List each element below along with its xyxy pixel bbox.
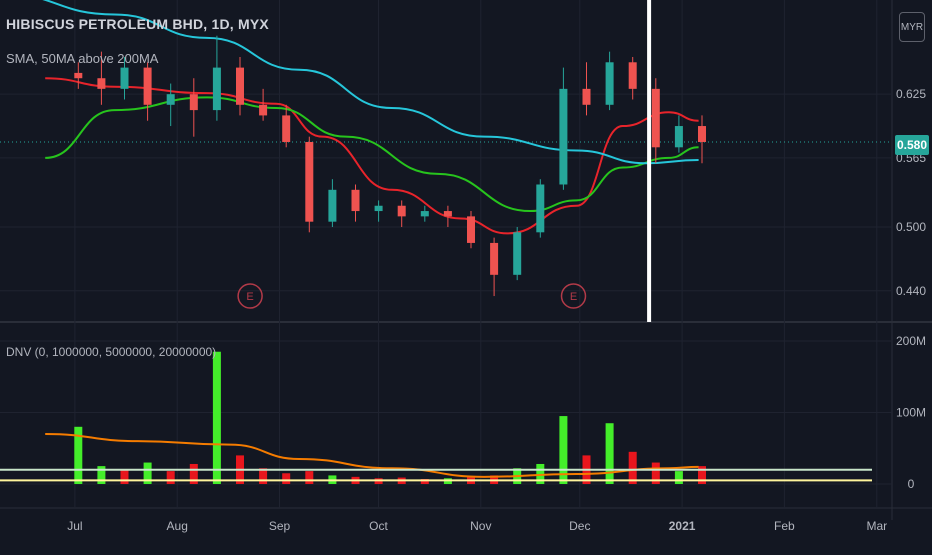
x-tick-label: Nov [470, 519, 491, 533]
candle-body [120, 67, 129, 89]
candle-body [212, 67, 221, 111]
candle-body [582, 88, 591, 105]
candle-body [536, 184, 545, 233]
candle-body [513, 232, 522, 275]
x-tick-label: Aug [167, 519, 188, 533]
x-tick-label: Oct [369, 519, 388, 533]
volume-bar [143, 462, 152, 484]
vol-tick-label: 100M [896, 406, 926, 420]
ma-line-50ma [45, 96, 699, 213]
last-price-tag: 0.580 [895, 135, 929, 155]
y-tick-label: 0.440 [896, 284, 926, 298]
symbol-title[interactable]: HIBISCUS PETROLEUM BHD, 1D, MYX [6, 16, 269, 32]
candle-body [698, 126, 706, 142]
study-label-dnv[interactable]: DNV (0, 1000000, 5000000, 20000000) [6, 345, 217, 359]
volume-bar [212, 351, 221, 484]
vol-tick-label: 200M [896, 334, 926, 348]
earnings-marker-icon [560, 283, 587, 309]
volume-bar [74, 426, 83, 484]
candle-body [305, 141, 314, 222]
volume-bar [282, 473, 291, 484]
volume-bar [305, 471, 314, 484]
candle-body [605, 62, 614, 105]
ma-line-200ma [42, 0, 699, 165]
volume-bar [420, 478, 429, 484]
candle-body [374, 205, 383, 212]
candle-body [351, 189, 360, 212]
candle-body [490, 242, 499, 275]
grid-layer [0, 0, 932, 520]
axes: Jul Aug Sep Oct Nov Dec 2021 Feb Mar0.6250.5650.… [67, 87, 926, 533]
volume-bar [651, 462, 660, 484]
y-tick-label: 0.500 [896, 220, 926, 234]
x-tick-label: Sep [269, 519, 291, 533]
candle-body [328, 189, 337, 222]
volume-bar [189, 463, 198, 484]
candle-body [189, 94, 198, 111]
y-tick-label: 0.625 [896, 87, 926, 101]
moving-averages [42, 0, 699, 235]
earnings-label: E [570, 291, 577, 303]
vol-tick-label: 0 [908, 477, 915, 491]
candle-body [282, 115, 291, 142]
candle-body [420, 211, 429, 217]
volume-bar [628, 451, 637, 484]
candles [74, 35, 706, 297]
volume-bar [698, 466, 706, 484]
candle-body [559, 88, 568, 185]
volume-bar [559, 416, 568, 484]
volume-bars [0, 351, 872, 484]
candle-body [97, 78, 106, 89]
volume-ma-line [45, 432, 699, 478]
vertical-marker-line [647, 0, 652, 322]
candle-body [166, 94, 175, 105]
x-tick-label: Dec [569, 519, 590, 533]
candle-body [143, 67, 152, 105]
volume-bar [259, 468, 268, 484]
volume-bar [605, 423, 614, 484]
volume-bar [120, 469, 129, 484]
earnings-marker-icon [237, 283, 263, 309]
candle-body [236, 67, 244, 105]
x-tick-label: 2021 [669, 519, 696, 533]
volume-bar [166, 471, 175, 484]
candle-body [651, 88, 660, 148]
volume-bar [674, 471, 683, 484]
candle-body [397, 205, 406, 217]
ma-line-sma [45, 77, 699, 235]
earnings-label: E [246, 291, 253, 303]
candle-body [674, 126, 683, 148]
x-tick-label: Mar [866, 519, 887, 533]
study-label-ma[interactable]: SMA, 50MA above 200MA [6, 51, 159, 66]
candle-body [467, 216, 475, 243]
x-tick-label: Feb [774, 519, 795, 533]
currency-badge[interactable]: MYR [899, 12, 925, 42]
candle-body [74, 72, 83, 79]
x-tick-label: Jul [67, 519, 82, 533]
volume-bar [97, 466, 106, 484]
candle-body [259, 104, 268, 116]
candle-body [443, 211, 452, 217]
candle-body [628, 62, 637, 89]
